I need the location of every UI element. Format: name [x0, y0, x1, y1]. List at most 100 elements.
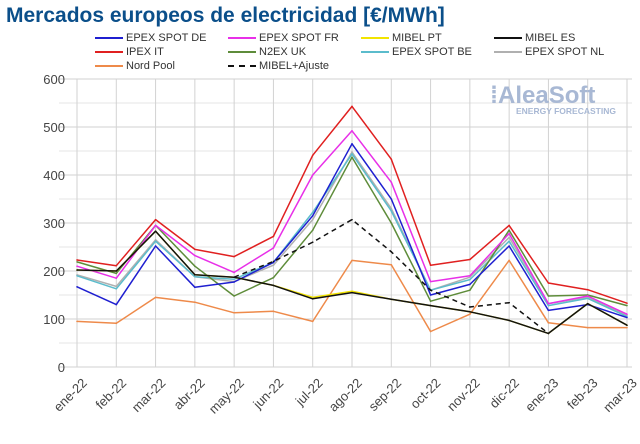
data-point [351, 151, 353, 153]
legend-label: EPEX SPOT BE [392, 46, 472, 58]
data-point [76, 275, 78, 277]
x-tick-label: ago-22 [326, 375, 365, 414]
data-point [508, 224, 510, 227]
x-tick-label: jul-22 [292, 375, 326, 409]
data-point [429, 280, 432, 283]
legend-item: MIBEL ES [494, 32, 575, 44]
data-point [429, 289, 432, 292]
data-point [194, 274, 196, 276]
legend-item: EPEX SPOT BE [361, 46, 472, 58]
x-tick-label: abr-22 [171, 375, 208, 412]
data-point [390, 298, 393, 301]
data-point [429, 330, 432, 333]
data-point [115, 264, 118, 267]
data-point [272, 260, 275, 263]
data-point [115, 272, 118, 275]
data-point [508, 229, 510, 231]
data-point [154, 239, 157, 241]
x-tick-label: jun-22 [249, 375, 286, 412]
data-point [586, 326, 589, 329]
data-point [351, 105, 353, 108]
data-point [233, 271, 235, 274]
data-point [115, 322, 118, 325]
data-point [547, 282, 550, 284]
legend-swatch [361, 51, 389, 53]
data-point [351, 290, 353, 292]
data-point [272, 310, 275, 313]
data-point [626, 324, 628, 327]
data-point [429, 304, 432, 307]
data-point [390, 181, 393, 183]
y-tick-label: 0 [58, 360, 65, 375]
legend-label: N2EX UK [259, 46, 307, 58]
data-point [76, 286, 78, 288]
legend-label: MIBEL+Ajuste [259, 60, 330, 72]
data-point [311, 320, 314, 323]
legend-swatch [228, 51, 256, 53]
data-point [115, 277, 118, 280]
legend-item: EPEX SPOT DE [95, 32, 207, 44]
y-tick-label: 400 [43, 168, 65, 183]
data-point [351, 218, 353, 221]
data-point [508, 236, 510, 239]
legend-label: IPEX IT [126, 46, 164, 58]
y-tick-label: 600 [43, 72, 65, 87]
data-point [154, 230, 157, 232]
legend-item: Nord Pool [95, 60, 175, 72]
data-point [586, 302, 589, 305]
chart-title: Mercados europeos de electricidad [€/MWh… [6, 4, 445, 27]
data-point [626, 316, 628, 319]
data-point [508, 319, 510, 322]
data-point [547, 309, 550, 312]
data-point [469, 278, 471, 281]
data-point [115, 270, 118, 272]
data-point [626, 302, 628, 304]
data-point [311, 215, 314, 217]
legend-item: EPEX SPOT NL [494, 46, 604, 58]
data-point [272, 247, 275, 249]
legend-item: EPEX SPOT FR [228, 32, 339, 44]
data-point [626, 304, 628, 307]
data-point [429, 300, 432, 303]
legend-label: MIBEL PT [392, 32, 442, 44]
data-point [469, 313, 471, 316]
watermark-tagline: ENERGY FORECASTING [516, 106, 616, 116]
legend-item: N2EX UK [228, 46, 306, 58]
data-point [351, 156, 353, 159]
data-point [469, 311, 471, 313]
data-point [76, 261, 78, 263]
data-point [272, 264, 275, 267]
data-point [429, 264, 432, 267]
data-point [233, 281, 235, 283]
data-point [272, 235, 275, 238]
data-point [194, 286, 196, 289]
data-point [390, 210, 393, 212]
data-point [194, 248, 196, 251]
data-point [547, 322, 550, 324]
data-point [154, 218, 157, 221]
legend-swatch [228, 65, 256, 67]
data-point [272, 284, 275, 287]
data-point [233, 311, 235, 314]
data-point [390, 158, 393, 160]
data-point [194, 265, 196, 268]
legend-swatch [95, 65, 123, 67]
data-point [76, 269, 78, 271]
data-point [115, 285, 118, 288]
legend-label: EPEX SPOT DE [126, 32, 207, 44]
data-point [508, 301, 510, 304]
data-point [311, 298, 314, 300]
x-tick-label: feb-22 [93, 375, 130, 412]
data-point [351, 291, 353, 294]
legend-label: EPEX SPOT NL [525, 46, 605, 58]
data-point [390, 251, 393, 253]
data-point [311, 154, 314, 157]
data-point [586, 295, 589, 297]
data-point [76, 320, 78, 323]
legend-swatch [494, 51, 522, 53]
data-point [469, 306, 471, 308]
legend-swatch [228, 37, 256, 39]
data-point [586, 297, 589, 300]
data-point [233, 276, 235, 279]
x-tick-label: feb-23 [564, 375, 601, 412]
